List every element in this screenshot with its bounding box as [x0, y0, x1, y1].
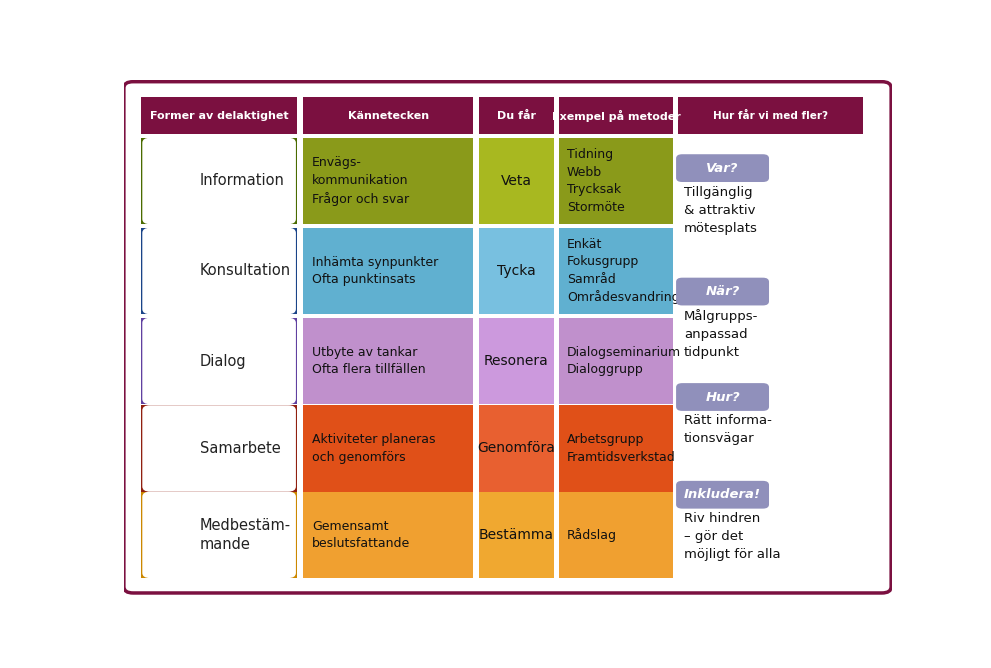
- Text: Du får: Du får: [496, 111, 536, 121]
- FancyBboxPatch shape: [303, 318, 474, 404]
- FancyBboxPatch shape: [141, 228, 297, 314]
- Text: Exempel på metoder: Exempel på metoder: [552, 110, 681, 122]
- Text: Målgrupps-
anpassad
tidpunkt: Målgrupps- anpassad tidpunkt: [684, 309, 758, 359]
- FancyBboxPatch shape: [143, 405, 296, 492]
- Text: Bestämma: Bestämma: [479, 528, 554, 542]
- Text: Riv hindren
– gör det
möjligt för alla: Riv hindren – gör det möjligt för alla: [684, 512, 780, 561]
- Text: Konsultation: Konsultation: [200, 263, 291, 279]
- Text: Resonera: Resonera: [484, 354, 549, 368]
- FancyBboxPatch shape: [479, 318, 554, 404]
- Text: Var?: Var?: [707, 162, 738, 174]
- FancyBboxPatch shape: [676, 278, 769, 305]
- Text: Rätt informa-
tionsvägar: Rätt informa- tionsvägar: [684, 414, 772, 446]
- Text: Hur?: Hur?: [706, 391, 740, 403]
- Text: Samarbete: Samarbete: [200, 441, 280, 456]
- Text: Envägs-
kommunikation
Frågor och svar: Envägs- kommunikation Frågor och svar: [312, 156, 409, 206]
- Text: Inkludera!: Inkludera!: [684, 488, 761, 501]
- FancyBboxPatch shape: [559, 405, 673, 492]
- FancyBboxPatch shape: [676, 383, 769, 411]
- FancyBboxPatch shape: [479, 492, 554, 578]
- FancyBboxPatch shape: [559, 318, 673, 404]
- FancyBboxPatch shape: [479, 405, 554, 492]
- Text: Dialog: Dialog: [200, 353, 247, 369]
- Text: När?: När?: [706, 285, 739, 298]
- Text: Genomföra: Genomföra: [478, 442, 555, 456]
- FancyBboxPatch shape: [303, 97, 474, 134]
- Text: Tycka: Tycka: [496, 264, 536, 278]
- FancyBboxPatch shape: [143, 228, 296, 314]
- FancyBboxPatch shape: [143, 318, 296, 404]
- FancyBboxPatch shape: [559, 228, 673, 314]
- Text: Tillgänglig
& attraktiv
mötesplats: Tillgänglig & attraktiv mötesplats: [684, 186, 758, 234]
- FancyBboxPatch shape: [559, 97, 673, 134]
- Text: Enkät
Fokusgrupp
Samråd
Områdesvandring: Enkät Fokusgrupp Samråd Områdesvandring: [567, 238, 680, 305]
- FancyBboxPatch shape: [303, 138, 474, 224]
- FancyBboxPatch shape: [141, 138, 297, 224]
- FancyBboxPatch shape: [141, 405, 297, 492]
- Text: Information: Information: [200, 174, 284, 188]
- FancyBboxPatch shape: [559, 138, 673, 224]
- Text: Aktiviteter planeras
och genomförs: Aktiviteter planeras och genomförs: [312, 433, 435, 464]
- FancyBboxPatch shape: [303, 405, 474, 492]
- Text: Utbyte av tankar
Ofta flera tillfällen: Utbyte av tankar Ofta flera tillfällen: [312, 346, 426, 376]
- Text: Gemensamt
beslutsfattande: Gemensamt beslutsfattande: [312, 520, 410, 550]
- FancyBboxPatch shape: [679, 97, 863, 134]
- FancyBboxPatch shape: [143, 138, 296, 224]
- FancyBboxPatch shape: [141, 492, 297, 578]
- FancyBboxPatch shape: [676, 481, 769, 508]
- FancyBboxPatch shape: [479, 228, 554, 314]
- FancyBboxPatch shape: [141, 318, 297, 404]
- Text: Former av delaktighet: Former av delaktighet: [150, 111, 288, 121]
- Text: Veta: Veta: [500, 174, 532, 188]
- Text: Dialogseminarium
Dialoggrupp: Dialogseminarium Dialoggrupp: [567, 346, 681, 376]
- FancyBboxPatch shape: [559, 492, 673, 578]
- Text: Rådslag: Rådslag: [567, 528, 617, 542]
- Text: Hur får vi med fler?: Hur får vi med fler?: [714, 111, 828, 121]
- Text: Medbestäm-
mande: Medbestäm- mande: [200, 518, 291, 552]
- FancyBboxPatch shape: [303, 228, 474, 314]
- FancyBboxPatch shape: [124, 81, 891, 593]
- FancyBboxPatch shape: [303, 492, 474, 578]
- FancyBboxPatch shape: [141, 97, 297, 134]
- FancyBboxPatch shape: [676, 154, 769, 182]
- FancyBboxPatch shape: [479, 138, 554, 224]
- FancyBboxPatch shape: [143, 492, 296, 578]
- Text: Inhämta synpunkter
Ofta punktinsats: Inhämta synpunkter Ofta punktinsats: [312, 256, 438, 286]
- Text: Kännetecken: Kännetecken: [348, 111, 429, 121]
- FancyBboxPatch shape: [479, 97, 554, 134]
- Text: Tidning
Webb
Trycksak
Stormöte: Tidning Webb Trycksak Stormöte: [567, 148, 624, 214]
- Text: Arbetsgrupp
Framtidsverkstad: Arbetsgrupp Framtidsverkstad: [567, 433, 676, 464]
